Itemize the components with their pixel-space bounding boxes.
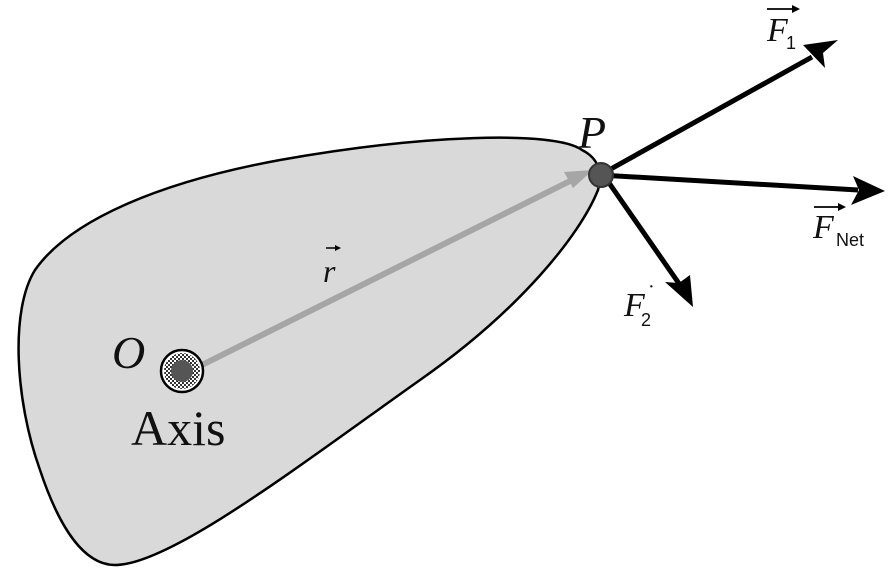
f1-symbol: F bbox=[766, 12, 789, 49]
f2-mark: · bbox=[648, 276, 655, 298]
f1-subscript: 1 bbox=[786, 33, 796, 53]
position-vector-arrow bbox=[190, 170, 593, 373]
net-force-subscript: Net bbox=[836, 230, 864, 250]
force-f1-arrow bbox=[598, 40, 838, 178]
net-force-label: F Net bbox=[812, 203, 864, 250]
force-f1-label: F 1 bbox=[766, 5, 800, 53]
point-label: P bbox=[577, 107, 606, 158]
f2-subscript: 2 bbox=[641, 310, 651, 330]
axis-label: Axis bbox=[131, 400, 225, 456]
point-p-marker bbox=[588, 162, 614, 188]
rigid-body-shape bbox=[17, 136, 602, 567]
net-force-symbol: F bbox=[812, 209, 835, 246]
axis-marker bbox=[159, 348, 205, 394]
f2-symbol: F bbox=[623, 287, 646, 324]
net-force-arrow bbox=[599, 172, 885, 205]
force-f2-arrow bbox=[604, 178, 693, 307]
position-vector-label: r bbox=[323, 245, 341, 289]
origin-label: O bbox=[112, 327, 145, 378]
r-label: r bbox=[323, 253, 336, 289]
force-f2-label: F 2 · bbox=[623, 276, 655, 330]
